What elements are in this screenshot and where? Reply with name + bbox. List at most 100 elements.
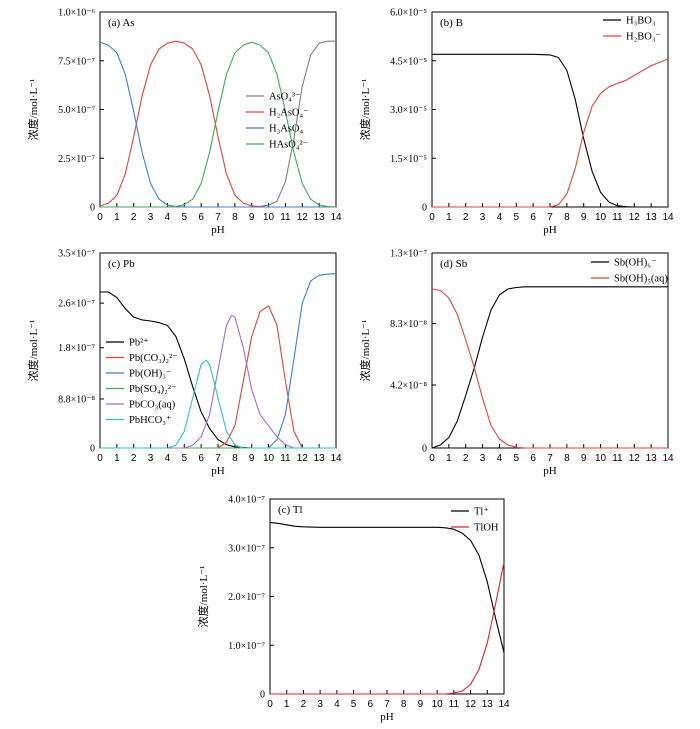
x-tick-label: 9: [249, 453, 255, 464]
series-line-3: [100, 273, 337, 449]
x-tick-label: 6: [530, 212, 536, 223]
x-tick-label: 2: [463, 212, 469, 223]
legend-label: H₂AsO₄⁻: [269, 108, 309, 119]
series-line-1: [100, 291, 336, 449]
legend-label: H₃BO₃: [626, 16, 656, 27]
x-tick-label: 13: [482, 699, 494, 710]
x-tick-label: 0: [267, 699, 273, 710]
x-tick-label: 2: [301, 699, 307, 710]
x-tick-label: 0: [429, 453, 435, 464]
x-tick-label: 3: [148, 453, 154, 464]
x-tick-label: 5: [182, 212, 188, 223]
series-line-2: [431, 288, 668, 449]
panel-label: (b) B: [440, 17, 463, 29]
y-tick-label: 0: [422, 444, 427, 455]
x-tick-label: 3: [480, 212, 486, 223]
x-tick-label: 6: [530, 453, 536, 464]
x-tick-label: 7: [215, 453, 221, 464]
panel-label: (c) Pb: [108, 258, 135, 270]
x-tick-label: 11: [280, 212, 291, 223]
x-tick-label: 1: [446, 212, 452, 223]
x-tick-label: 4: [165, 212, 171, 223]
x-tick-label: 9: [418, 699, 424, 710]
y-tick-label: 4.5×10⁻⁵: [390, 56, 427, 67]
x-axis-label: pH: [211, 465, 225, 477]
x-tick-label: 0: [429, 212, 435, 223]
x-tick-label: 5: [514, 212, 520, 223]
series-line-4: [100, 41, 337, 208]
x-tick-label: 4: [334, 699, 340, 710]
chart-panel-4: 0 1 2 3 4 5 6 7 8 9 10 11 12 13 1404.2×10⁻⁸8.3×10⁻⁸1.3…: [358, 249, 674, 478]
x-axis-label: pH: [543, 224, 557, 236]
legend: Sb(OH)₆⁻ Sb(OH)₅(aq): [591, 258, 668, 285]
x-tick-label: 9: [581, 212, 587, 223]
legend-label: Pb²⁺: [129, 338, 149, 349]
y-tick-label: 8.8×10⁻⁸: [58, 394, 95, 405]
x-tick-label: 5: [514, 453, 520, 464]
series-line-5: [100, 314, 336, 449]
y-tick-label: 0: [422, 203, 427, 214]
y-axis-label: 浓度/mol·L⁻¹: [196, 566, 210, 628]
legend-label: Sb(OH)₆⁻: [614, 258, 656, 269]
x-tick-label: 4: [497, 212, 503, 223]
y-tick-label: 7.5×10⁻⁷: [58, 56, 95, 67]
x-tick-label: 3: [148, 212, 154, 223]
x-tick-label: 10: [432, 699, 444, 710]
x-tick-label: 6: [198, 212, 204, 223]
x-tick-label: 0: [97, 453, 103, 464]
x-tick-label: 8: [232, 212, 238, 223]
x-tick-label: 10: [263, 453, 275, 464]
y-tick-label: 3.0×10⁻⁷: [228, 543, 265, 554]
y-tick-label: 2.6×10⁻⁷: [58, 299, 95, 310]
y-tick-label: 4.2×10⁻⁸: [390, 381, 427, 392]
legend: Tl⁺ TlOH: [451, 507, 499, 534]
y-tick-label: 8.3×10⁻⁸: [390, 319, 427, 330]
legend: AsO₄³⁻ H₂AsO₄⁻ H₃AsO₄ HAsO₄²⁻: [246, 92, 309, 151]
y-tick-label: 2.0×10⁻⁷: [228, 592, 265, 603]
x-axis-label: pH: [380, 711, 394, 723]
legend-label: Pb(SO₄)₂²⁻: [129, 384, 177, 395]
legend-label: Pb(OH)₃⁻: [129, 369, 171, 380]
y-tick-label: 5.0×10⁻⁷: [58, 105, 95, 116]
x-tick-label: 12: [629, 453, 641, 464]
x-tick-label: 11: [280, 453, 291, 464]
legend-label: AsO₄³⁻: [269, 92, 301, 103]
series-line-1: [431, 286, 668, 449]
legend-label: Pb(CO₃)₂²⁻: [129, 353, 178, 364]
legend-label: H₂BO₃⁻: [626, 32, 661, 43]
x-tick-label: 12: [465, 699, 477, 710]
chart-panel-5: 0 1 2 3 4 5 6 7 8 9 10 11 12 13 1401.0×10⁻⁷2.0×10⁻⁷3.0…: [196, 495, 510, 724]
x-tick-label: 7: [384, 699, 390, 710]
x-tick-label: 1: [114, 212, 120, 223]
x-tick-label: 14: [662, 212, 674, 223]
y-tick-label: 1.0×10⁻⁶: [58, 8, 95, 19]
x-tick-label: 6: [368, 699, 374, 710]
x-tick-label: 2: [131, 212, 137, 223]
x-tick-label: 12: [297, 212, 309, 223]
x-tick-label: 14: [662, 453, 674, 464]
legend: H₃BO₃ H₂BO₃⁻: [603, 16, 661, 43]
x-axis-label: pH: [211, 224, 225, 236]
y-axis-label: 浓度/mol·L⁻¹: [358, 79, 372, 141]
y-tick-label: 3.5×10⁻⁷: [58, 249, 95, 260]
x-tick-label: 14: [330, 212, 342, 223]
x-tick-label: 8: [401, 699, 407, 710]
y-axis-label: 浓度/mol·L⁻¹: [358, 320, 372, 382]
legend-label: PbCO₃(aq): [129, 400, 176, 411]
legend-label: PbHCO₃⁺: [129, 415, 171, 426]
x-axis-label: pH: [543, 465, 557, 477]
x-tick-label: 13: [314, 212, 326, 223]
x-tick-label: 3: [317, 699, 323, 710]
x-tick-label: 12: [629, 212, 641, 223]
x-tick-label: 7: [547, 453, 553, 464]
y-tick-label: 0: [90, 203, 95, 214]
x-tick-label: 1: [284, 699, 290, 710]
series-line-2: [432, 58, 669, 208]
x-tick-label: 8: [564, 212, 570, 223]
x-tick-label: 10: [595, 212, 607, 223]
x-tick-label: 11: [612, 453, 623, 464]
y-tick-label: 6.0×10⁻⁵: [390, 8, 427, 19]
x-tick-label: 7: [215, 212, 221, 223]
x-tick-label: 13: [646, 453, 658, 464]
series-line-1: [269, 521, 505, 653]
